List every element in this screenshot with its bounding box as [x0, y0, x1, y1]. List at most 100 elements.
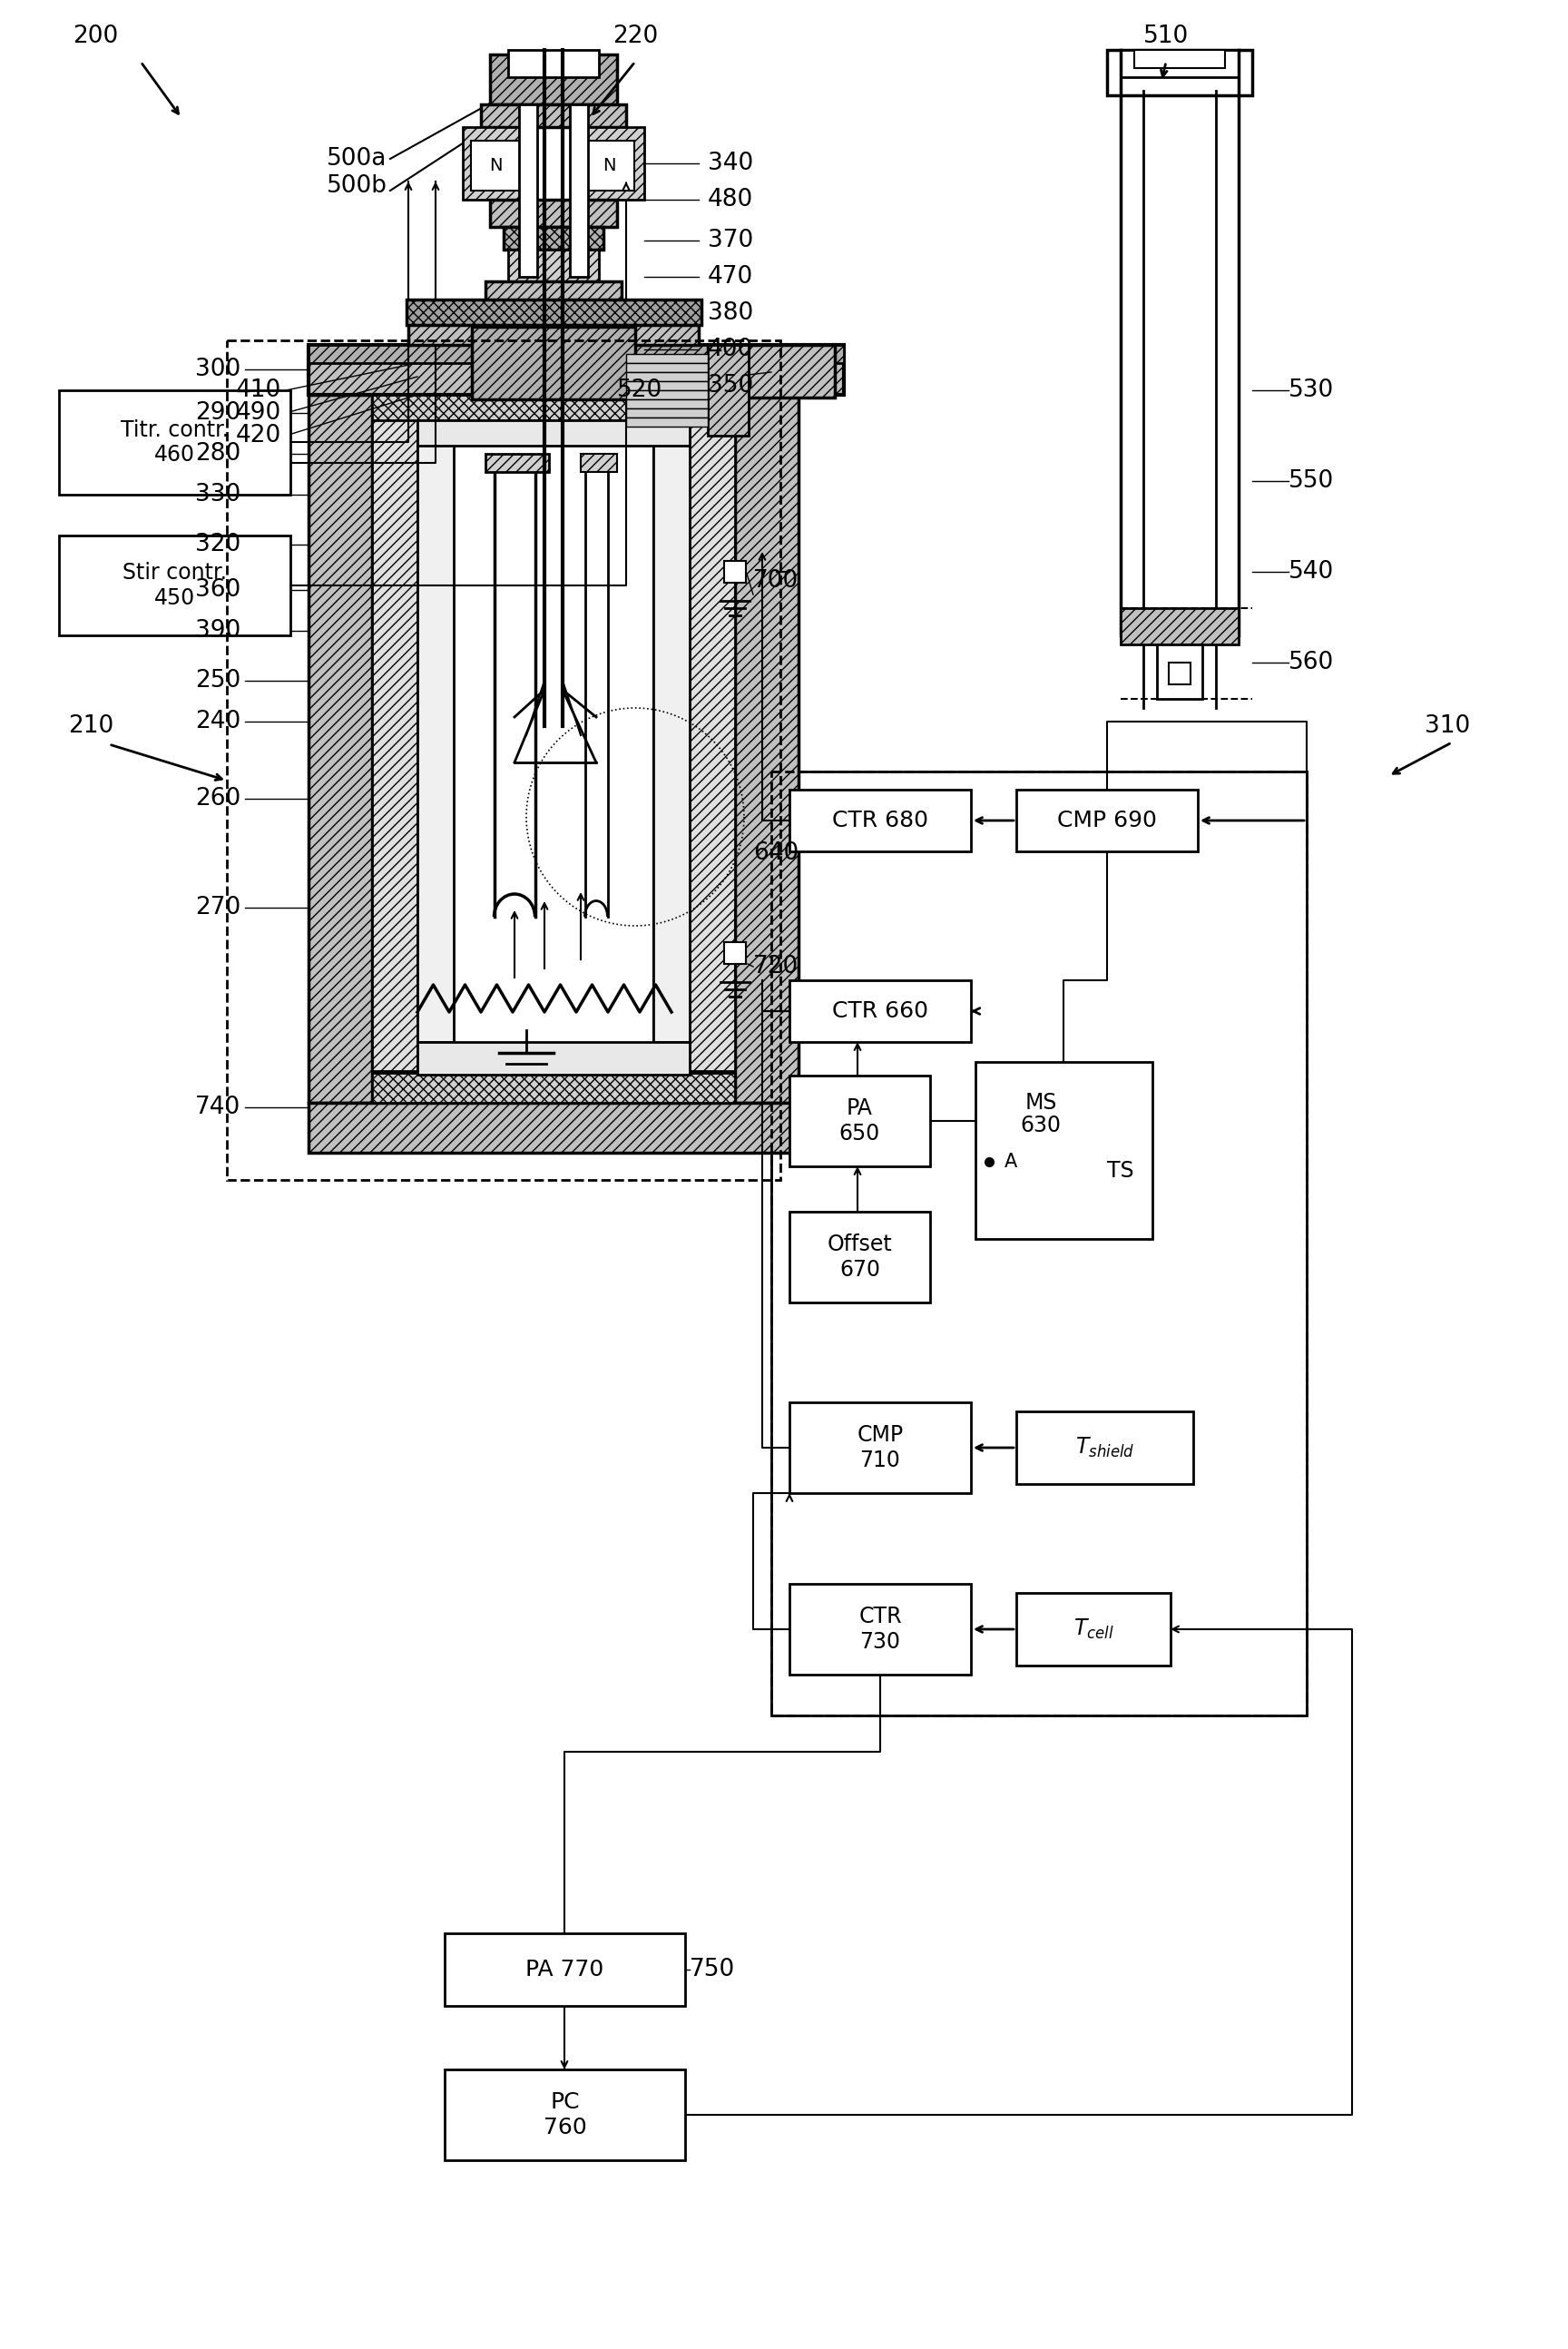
Text: 480: 480 [707, 188, 753, 211]
Bar [789, 1583, 971, 1675]
Text: 250: 250 [194, 669, 240, 693]
Bar [626, 409, 707, 418]
Text: CTR 660: CTR 660 [833, 1001, 928, 1022]
Bar [309, 1102, 798, 1153]
Bar [707, 345, 748, 435]
Bar [470, 141, 521, 190]
Text: 200: 200 [72, 23, 118, 47]
Bar [472, 327, 635, 399]
Text: CTR
730: CTR 730 [859, 1607, 902, 1654]
Bar [508, 49, 599, 78]
Bar [626, 381, 707, 390]
Bar [503, 228, 604, 249]
Bar [406, 301, 701, 324]
Bar [569, 103, 588, 277]
Text: 540: 540 [1289, 559, 1334, 583]
Text: 720: 720 [753, 954, 798, 980]
Bar [309, 345, 844, 395]
Bar [735, 395, 798, 1102]
Text: $T_{shield}$: $T_{shield}$ [1076, 1435, 1135, 1459]
Text: 630: 630 [1021, 1113, 1062, 1137]
Bar [789, 1402, 971, 1494]
Text: 390: 390 [194, 620, 240, 644]
Bar [486, 282, 621, 327]
Text: 340: 340 [707, 153, 753, 176]
Bar [789, 980, 971, 1043]
Text: 420: 420 [235, 423, 281, 446]
Text: PC
760: PC 760 [543, 2091, 586, 2138]
Text: 640: 640 [753, 841, 798, 864]
Text: MS: MS [1025, 1092, 1057, 1113]
Text: 410: 410 [235, 378, 281, 402]
Text: 290: 290 [194, 402, 240, 425]
Bar [309, 395, 372, 1102]
Bar [724, 561, 746, 583]
Bar [1134, 49, 1225, 68]
Bar [975, 1062, 1152, 1238]
Bar [1157, 644, 1203, 700]
Bar [417, 1043, 690, 1073]
Text: 300: 300 [194, 357, 240, 381]
Bar [453, 446, 654, 1045]
Text: Stir contr.
450: Stir contr. 450 [122, 561, 227, 608]
Bar [1121, 49, 1239, 78]
Bar [463, 127, 532, 200]
Bar [1107, 49, 1253, 96]
Bar [489, 200, 618, 228]
Bar [585, 141, 635, 190]
Text: 530: 530 [1289, 378, 1334, 402]
Bar [771, 770, 1306, 1715]
Bar [372, 418, 417, 1071]
Bar [626, 371, 707, 381]
Bar [372, 395, 735, 420]
Text: 280: 280 [194, 442, 240, 465]
Text: 510: 510 [1143, 23, 1189, 47]
Text: 240: 240 [194, 709, 240, 733]
Bar [445, 2069, 685, 2161]
Bar [771, 770, 1306, 1715]
Text: 210: 210 [67, 714, 113, 738]
Text: 400: 400 [707, 338, 753, 362]
Bar [626, 390, 707, 399]
Bar [1121, 608, 1239, 644]
Text: CMP
710: CMP 710 [858, 1423, 903, 1470]
Bar [626, 399, 707, 409]
Bar [417, 444, 453, 1043]
Bar [789, 789, 971, 850]
Bar [654, 444, 690, 1043]
Bar [417, 420, 690, 446]
Text: 320: 320 [194, 533, 240, 557]
Text: Titr. contr.
460: Titr. contr. 460 [121, 418, 229, 465]
Bar [789, 1076, 930, 1167]
Bar [60, 536, 290, 634]
Text: N: N [489, 157, 502, 174]
Text: 310: 310 [1424, 714, 1471, 738]
Bar [486, 453, 549, 472]
Text: 360: 360 [194, 578, 240, 601]
Text: 490: 490 [235, 402, 281, 425]
Text: 500b: 500b [326, 174, 387, 197]
Text: Offset
670: Offset 670 [828, 1233, 892, 1280]
Text: 740: 740 [194, 1095, 240, 1118]
Text: 550: 550 [1289, 470, 1334, 493]
Bar [724, 942, 746, 963]
Text: 330: 330 [194, 484, 240, 507]
Bar [408, 322, 699, 345]
Text: 470: 470 [707, 265, 753, 289]
Bar [1016, 1412, 1193, 1485]
Text: 500a: 500a [326, 148, 387, 171]
Text: PA 770: PA 770 [525, 1959, 604, 1980]
Text: N: N [602, 157, 616, 174]
Bar [789, 1212, 930, 1301]
Bar [60, 390, 290, 496]
Text: PA
650: PA 650 [839, 1097, 880, 1144]
Bar [580, 453, 618, 472]
Bar [575, 127, 644, 200]
Bar [445, 1933, 685, 2006]
Text: 750: 750 [690, 1957, 735, 1983]
Bar [519, 103, 538, 277]
Text: 270: 270 [194, 895, 240, 918]
Text: 260: 260 [194, 787, 240, 810]
Text: CMP 690: CMP 690 [1057, 810, 1157, 832]
Text: 520: 520 [618, 378, 663, 402]
